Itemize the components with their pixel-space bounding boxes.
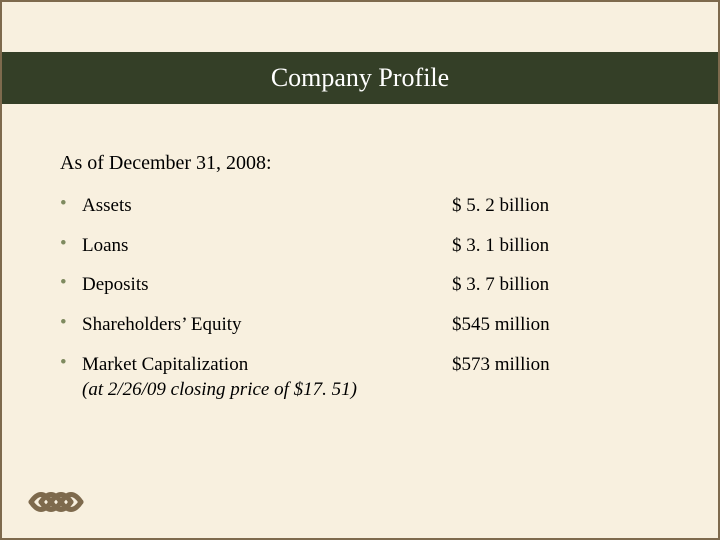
metric-label: Assets: [82, 193, 452, 219]
bullet-icon: •: [60, 193, 82, 216]
metric-row: •Shareholders’ Equity$545 million: [60, 312, 660, 338]
slide-title: Company Profile: [271, 63, 449, 93]
metric-row: •Deposits$ 3. 7 billion: [60, 272, 660, 298]
metric-value: $573 million: [452, 352, 660, 378]
metric-label: Loans: [82, 233, 452, 259]
as-of-date: As of December 31, 2008:: [60, 152, 660, 175]
metric-value: $ 5. 2 billion: [452, 193, 660, 219]
metric-row: •Market Capitalization(at 2/26/09 closin…: [60, 352, 660, 403]
metric-value: $545 million: [452, 312, 660, 338]
metric-label: Deposits: [82, 272, 452, 298]
bullet-icon: •: [60, 233, 82, 256]
bullet-icon: •: [60, 352, 82, 375]
company-logo-icon: [26, 482, 86, 522]
title-bar: Company Profile: [2, 52, 718, 104]
metric-value: $ 3. 1 billion: [452, 233, 660, 259]
slide: Company Profile As of December 31, 2008:…: [0, 0, 720, 540]
bullet-icon: •: [60, 312, 82, 335]
metric-label: Shareholders’ Equity: [82, 312, 452, 338]
metrics-list: •Assets$ 5. 2 billion•Loans$ 3. 1 billio…: [60, 193, 660, 403]
content-area: As of December 31, 2008: •Assets$ 5. 2 b…: [60, 152, 660, 417]
metric-row: •Assets$ 5. 2 billion: [60, 193, 660, 219]
metric-label: Market Capitalization(at 2/26/09 closing…: [82, 352, 452, 403]
metric-note: (at 2/26/09 closing price of $17. 51): [82, 377, 452, 403]
metric-value: $ 3. 7 billion: [452, 272, 660, 298]
metric-row: •Loans$ 3. 1 billion: [60, 233, 660, 259]
bullet-icon: •: [60, 272, 82, 295]
